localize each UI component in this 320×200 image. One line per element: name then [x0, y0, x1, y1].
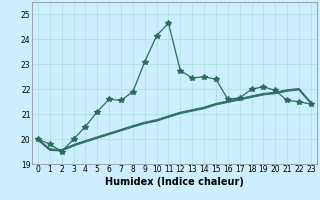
X-axis label: Humidex (Indice chaleur): Humidex (Indice chaleur) [105, 177, 244, 187]
